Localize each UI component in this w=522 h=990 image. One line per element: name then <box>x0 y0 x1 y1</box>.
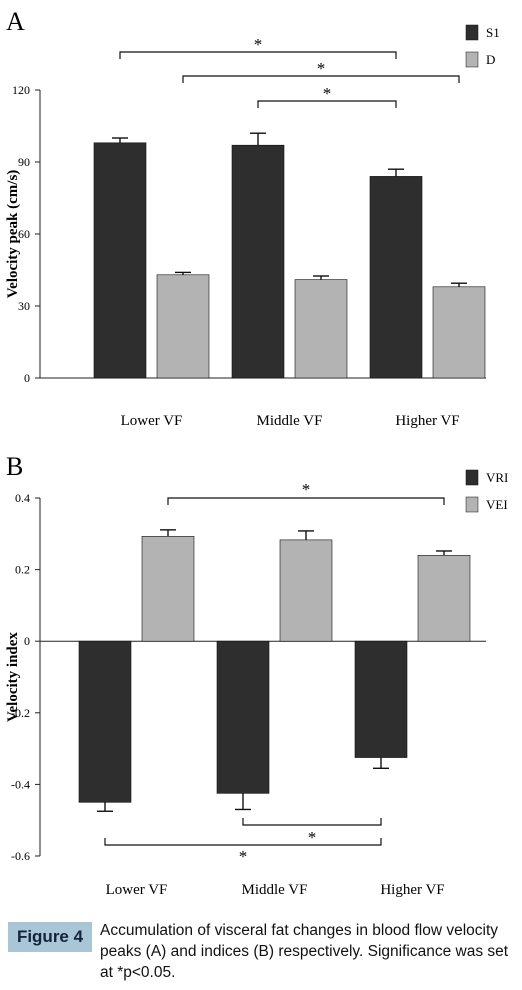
y-tick-label: 0 <box>24 371 30 385</box>
bar-s1 <box>231 144 285 379</box>
panel-label: A <box>6 7 25 36</box>
x-category-label: Middle VF <box>242 882 308 898</box>
significance-bracket <box>182 75 460 83</box>
legend-label-d: D <box>486 52 495 67</box>
significance-star: * <box>302 480 311 499</box>
y-tick-label: -0.2 <box>11 706 30 720</box>
x-category-label: Lower VF <box>106 882 168 898</box>
figure-caption-text: Accumulation of visceral fat changes in … <box>100 922 509 981</box>
y-tick-label: 0.2 <box>15 563 30 577</box>
significance-star: * <box>308 828 317 847</box>
bar-vri <box>216 640 270 794</box>
legend-swatch-d <box>465 51 479 68</box>
bar-vri <box>354 640 408 758</box>
significance-bracket <box>167 497 445 505</box>
bar-d <box>294 279 348 379</box>
legend-label-s1: S1 <box>486 25 500 40</box>
figure-caption: Figure 4 Accumulation of visceral fat ch… <box>8 922 514 990</box>
legend-swatch-vei <box>465 496 479 513</box>
significance-bracket <box>242 818 382 826</box>
y-axis-label: Velocity peak (cm/s) <box>5 170 21 299</box>
y-tick-label: 120 <box>12 83 30 97</box>
x-category-label: Middle VF <box>257 413 323 429</box>
legend-label-vri: VRI <box>486 470 508 485</box>
significance-star: * <box>254 35 263 54</box>
bar-vei <box>417 554 471 642</box>
y-tick-label: -0.6 <box>11 849 30 863</box>
x-category-label: Higher VF <box>380 882 444 898</box>
significance-star: * <box>239 847 248 866</box>
significance-bracket <box>257 100 397 108</box>
figure-label: Figure 4 <box>8 922 92 952</box>
y-tick-label: 90 <box>18 155 30 169</box>
bar-vei <box>279 539 333 642</box>
x-category-label: Higher VF <box>395 413 459 429</box>
significance-bracket <box>104 838 382 846</box>
y-tick-label: 60 <box>18 227 30 241</box>
y-tick-label: -0.4 <box>11 777 30 791</box>
significance-bracket <box>119 51 397 59</box>
y-tick-label: 0 <box>24 634 30 648</box>
bar-vri <box>78 640 132 803</box>
y-tick-label: 30 <box>18 299 30 313</box>
bar-s1 <box>93 142 147 379</box>
legend-swatch-vri <box>465 469 479 486</box>
bar-vei <box>141 536 195 642</box>
significance-star: * <box>317 59 326 78</box>
bar-s1 <box>369 176 423 379</box>
legend-label-vei: VEI <box>486 497 508 512</box>
y-tick-label: 0.4 <box>15 491 30 505</box>
chart-b: B -0.6 -0.4 -0.2 0 0.2 0.4 Velocity index Lower … <box>5 452 508 898</box>
y-axis-label: Velocity index <box>5 632 21 722</box>
significance-star: * <box>323 84 332 103</box>
panel-label: B <box>6 452 23 481</box>
bar-d <box>432 286 486 379</box>
bar-d <box>156 274 210 379</box>
chart-a: A 0 30 60 90 120 Velocity peak (cm/s) Lower VF M… <box>5 7 500 429</box>
x-category-label: Lower VF <box>121 413 183 429</box>
legend-swatch-s1 <box>465 24 479 41</box>
